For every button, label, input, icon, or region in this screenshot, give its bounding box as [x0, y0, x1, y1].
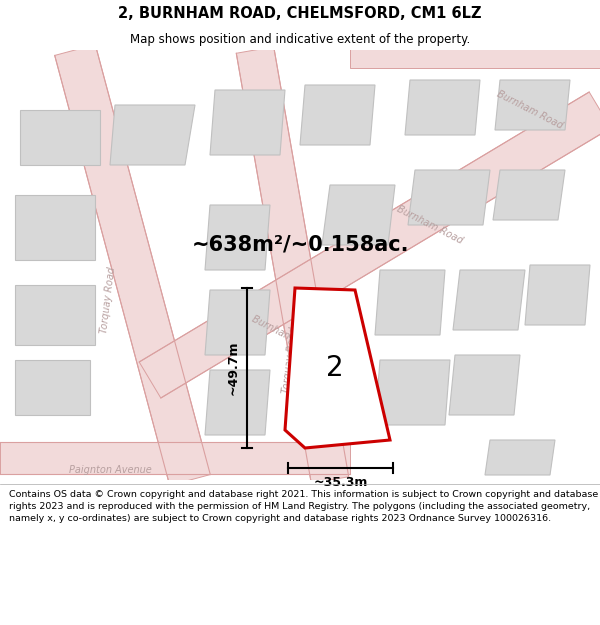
Polygon shape — [405, 80, 480, 135]
Text: Torquay Road: Torquay Road — [281, 326, 299, 394]
Text: ~638m²/~0.158ac.: ~638m²/~0.158ac. — [191, 235, 409, 255]
Polygon shape — [110, 105, 195, 165]
Polygon shape — [300, 85, 375, 145]
Polygon shape — [408, 170, 490, 225]
Polygon shape — [20, 110, 100, 165]
Polygon shape — [375, 270, 445, 335]
Polygon shape — [0, 442, 350, 474]
Polygon shape — [205, 370, 270, 435]
Polygon shape — [495, 80, 570, 130]
Polygon shape — [285, 288, 390, 448]
Polygon shape — [485, 440, 555, 475]
Polygon shape — [449, 355, 520, 415]
Text: ~49.7m: ~49.7m — [227, 341, 239, 395]
Polygon shape — [453, 270, 525, 330]
Polygon shape — [210, 90, 285, 155]
Text: Map shows position and indicative extent of the property.: Map shows position and indicative extent… — [130, 32, 470, 46]
Polygon shape — [15, 285, 95, 345]
Text: Paignton Avenue: Paignton Avenue — [68, 465, 151, 475]
Text: Burnham Road: Burnham Road — [496, 89, 565, 131]
Text: Burnham Road: Burnham Road — [250, 314, 320, 356]
Polygon shape — [55, 44, 210, 486]
Polygon shape — [375, 360, 450, 425]
Polygon shape — [205, 205, 270, 270]
Polygon shape — [493, 170, 565, 220]
Text: Burnham Road: Burnham Road — [395, 204, 464, 246]
Text: Contains OS data © Crown copyright and database right 2021. This information is : Contains OS data © Crown copyright and d… — [9, 490, 598, 522]
Polygon shape — [236, 47, 349, 483]
Text: 2: 2 — [326, 354, 344, 382]
Polygon shape — [525, 265, 590, 325]
Polygon shape — [15, 195, 95, 260]
Polygon shape — [15, 360, 90, 415]
Polygon shape — [322, 185, 395, 245]
Polygon shape — [205, 290, 270, 355]
Polygon shape — [139, 92, 600, 398]
Polygon shape — [350, 32, 600, 68]
Text: Torquay Road: Torquay Road — [99, 266, 117, 334]
Text: ~35.3m: ~35.3m — [313, 476, 368, 489]
Text: 2, BURNHAM ROAD, CHELMSFORD, CM1 6LZ: 2, BURNHAM ROAD, CHELMSFORD, CM1 6LZ — [118, 6, 482, 21]
